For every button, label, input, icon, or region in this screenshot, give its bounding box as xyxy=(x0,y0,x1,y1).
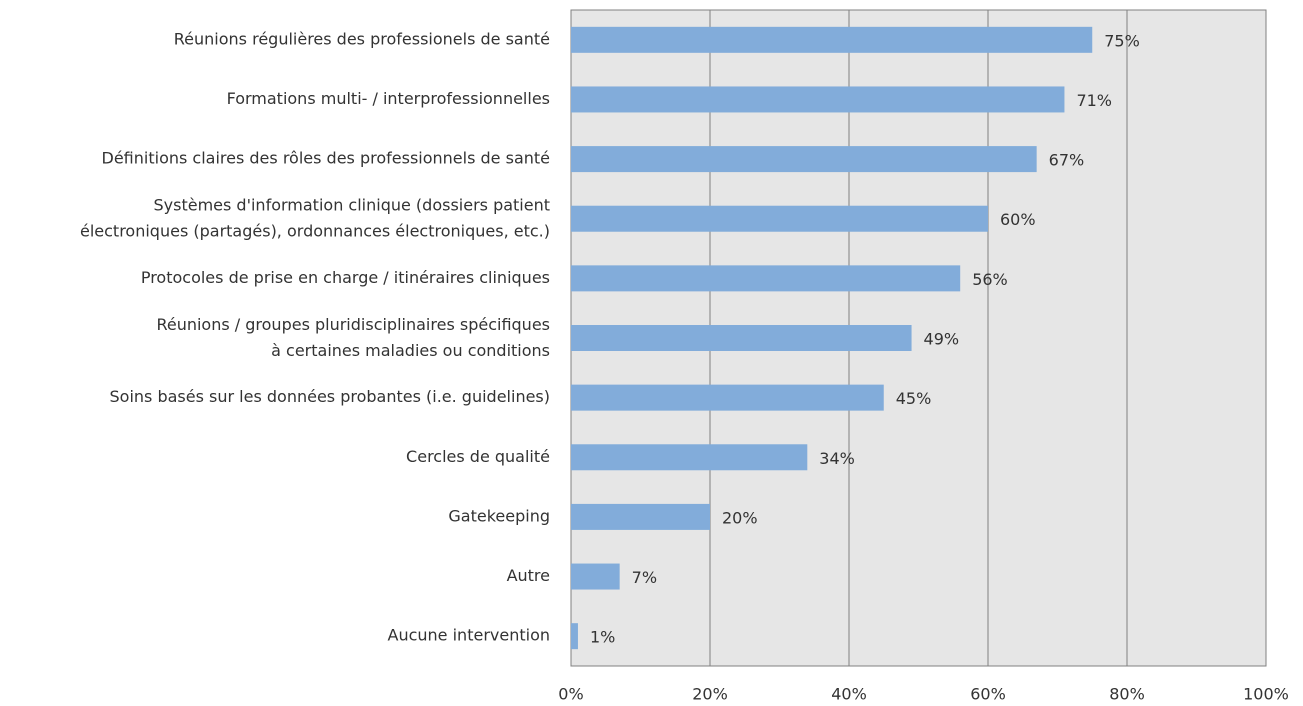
y-tick-label: Soins basés sur les données probantes (i… xyxy=(110,387,551,406)
y-tick-label: Réunions / groupes pluridisciplinaires s… xyxy=(156,315,550,360)
value-label: 67% xyxy=(1049,151,1085,170)
x-tick-label: 100% xyxy=(1243,685,1289,704)
bar xyxy=(571,563,620,590)
x-tick-label: 40% xyxy=(831,685,867,704)
bar xyxy=(571,26,1093,53)
x-tick-label: 80% xyxy=(1109,685,1145,704)
y-tick-label: Systèmes d'information clinique (dossier… xyxy=(80,195,550,240)
value-label: 20% xyxy=(722,508,758,527)
y-tick-label: Réunions régulières des professionels de… xyxy=(174,29,550,48)
y-tick-label: Formations multi- / interprofessionnelle… xyxy=(227,89,550,108)
x-tick-label: 60% xyxy=(970,685,1006,704)
bar xyxy=(571,503,710,530)
y-tick-label: Protocoles de prise en charge / itinérai… xyxy=(141,268,550,287)
value-label: 7% xyxy=(632,568,657,587)
bar xyxy=(571,444,808,471)
bar xyxy=(571,146,1037,173)
x-tick-label: 20% xyxy=(692,685,728,704)
y-tick-label: Gatekeeping xyxy=(448,506,550,525)
value-label: 75% xyxy=(1104,31,1140,50)
value-label: 1% xyxy=(590,628,615,647)
y-tick-label: Aucune intervention xyxy=(388,626,550,645)
value-label: 49% xyxy=(924,330,960,349)
value-label: 45% xyxy=(896,389,932,408)
value-label: 56% xyxy=(972,270,1008,289)
y-tick-label: Cercles de qualité xyxy=(406,447,550,466)
value-label: 34% xyxy=(819,449,855,468)
value-label: 60% xyxy=(1000,210,1036,229)
bar xyxy=(571,325,912,351)
bar xyxy=(571,205,988,232)
y-tick-label: Définitions claires des rôles des profes… xyxy=(102,149,550,168)
bar xyxy=(571,86,1065,113)
bar xyxy=(571,265,961,292)
y-tick-label: Autre xyxy=(507,566,550,585)
x-tick-label: 0% xyxy=(558,685,583,704)
bar xyxy=(571,623,578,650)
value-label: 71% xyxy=(1076,91,1112,110)
bar xyxy=(571,384,884,411)
